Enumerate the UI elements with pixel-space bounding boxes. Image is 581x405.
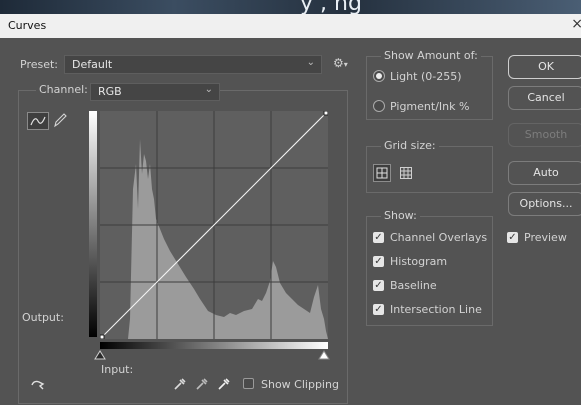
preset-value: Default (72, 58, 113, 71)
black-point-slider[interactable] (94, 350, 106, 360)
window-title: Curves (8, 19, 47, 32)
intersection-line-label: Intersection Line (390, 303, 482, 316)
smooth-button[interactable]: Smooth (508, 123, 581, 147)
preset-select[interactable]: Default ⌄ (64, 55, 322, 74)
show-amount-title: Show Amount of: (381, 49, 481, 62)
baseline-label: Baseline (390, 279, 437, 292)
light-radio-label: Light (0-255) (390, 70, 462, 83)
white-point-slider[interactable] (318, 350, 330, 360)
channel-select[interactable]: RGB ⌄ (90, 83, 220, 101)
white-eyedropper-icon[interactable] (217, 377, 231, 391)
grid-10x10-icon[interactable] (398, 165, 414, 181)
channel-overlays-checkbox[interactable]: ✓ (373, 232, 384, 243)
curves-dialog: Preset: Default ⌄ ⚙▾ Channel: RGB ⌄ (0, 38, 581, 405)
title-bar: Curves × (0, 14, 581, 38)
grid-4x4-icon[interactable] (373, 164, 391, 182)
cancel-button[interactable]: Cancel (508, 86, 581, 110)
curves-graph[interactable] (100, 111, 328, 339)
options-button[interactable]: Options... (508, 192, 581, 216)
pigment-radio[interactable] (373, 100, 385, 112)
curve-point-tool[interactable] (27, 112, 49, 130)
background-photo-strip: y , ng (0, 0, 581, 14)
background-text: y , ng (300, 0, 362, 14)
input-label: Input: (101, 363, 134, 376)
close-icon[interactable]: × (571, 16, 581, 32)
chevron-down-icon: ⌄ (306, 57, 315, 68)
show-clipping-label: Show Clipping (261, 378, 339, 391)
chevron-down-icon: ⌄ (204, 84, 213, 95)
light-radio[interactable] (373, 70, 385, 82)
gray-eyedropper-icon[interactable] (195, 377, 209, 391)
curve-point-black[interactable] (100, 334, 105, 339)
histogram-label: Histogram (390, 255, 448, 268)
output-label: Output: (22, 311, 64, 324)
ok-button[interactable]: OK (508, 55, 581, 79)
pigment-radio-label: Pigment/Ink % (390, 100, 470, 113)
output-gradient-bar (89, 111, 97, 337)
show-title: Show: (381, 209, 420, 222)
preview-label: Preview (524, 231, 567, 244)
curve-point-icon (30, 116, 46, 126)
preset-label: Preset: (20, 58, 59, 71)
pencil-icon[interactable] (52, 111, 68, 129)
show-group (366, 216, 493, 326)
input-gradient-bar (100, 342, 328, 349)
histogram-checkbox[interactable]: ✓ (373, 256, 384, 267)
black-eyedropper-icon[interactable] (173, 377, 187, 391)
grid-size-title: Grid size: (381, 139, 439, 152)
curve-line[interactable] (100, 111, 328, 339)
intersection-line-checkbox[interactable]: ✓ (373, 304, 384, 315)
channel-overlays-label: Channel Overlays (390, 231, 488, 244)
baseline-checkbox[interactable]: ✓ (373, 280, 384, 291)
show-clipping-checkbox[interactable] (243, 378, 254, 389)
auto-button[interactable]: Auto (508, 161, 581, 185)
channel-label: Channel: (36, 83, 91, 96)
target-adjust-icon[interactable] (30, 377, 46, 391)
curve-point-white[interactable] (323, 111, 328, 116)
preview-checkbox[interactable]: ✓ (507, 232, 518, 243)
gear-icon[interactable]: ⚙▾ (333, 56, 348, 70)
channel-value: RGB (98, 85, 122, 98)
